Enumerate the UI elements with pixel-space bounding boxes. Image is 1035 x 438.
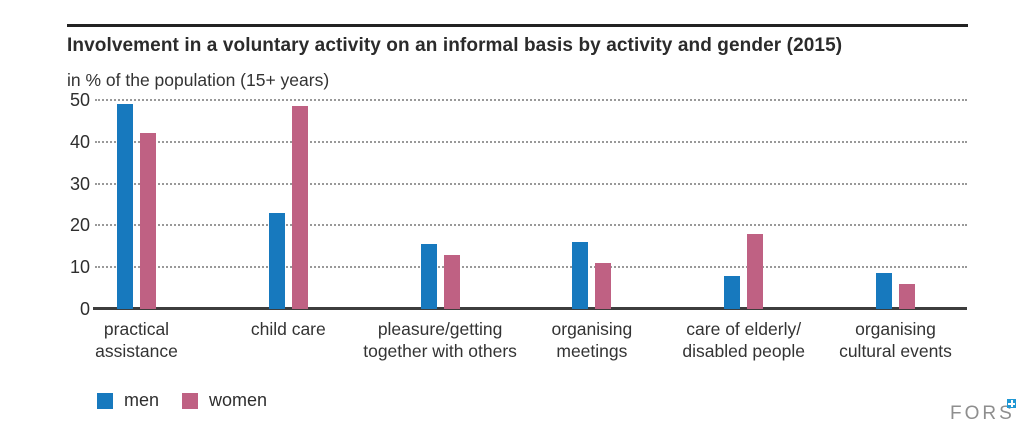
top-rule	[67, 24, 968, 27]
legend-label-men: men	[124, 390, 160, 410]
bar-women-4	[747, 233, 764, 309]
legend: men women	[97, 390, 267, 411]
bar-women-2	[443, 254, 460, 309]
bar-men-0	[117, 104, 133, 309]
fors-logo-text: FORS	[950, 403, 1015, 424]
chart-title: Involvement in a voluntary activity on a…	[67, 35, 843, 56]
y-tick-label-20: 20	[69, 215, 90, 236]
women-swatch-icon	[182, 392, 199, 409]
category-label-0: practical assistance	[95, 319, 178, 361]
category-label-3: organising meetings	[551, 319, 633, 361]
legend-label-women: women	[209, 390, 268, 410]
legend-item-men: men	[97, 390, 159, 411]
bar-men-4	[724, 275, 741, 309]
bar-women-3	[595, 263, 612, 309]
fors-logo-cross-icon	[1007, 399, 1016, 408]
bar-women-0	[140, 133, 156, 309]
fors-logo: FORS	[950, 399, 1020, 425]
y-tick-label-50: 50	[69, 90, 90, 110]
gridline-40	[95, 140, 967, 143]
chart-subtitle: in % of the population (15+ years)	[67, 70, 330, 90]
y-tick-label-30: 30	[69, 173, 90, 194]
x-axis-line	[93, 307, 967, 310]
y-tick-label-10: 10	[69, 257, 90, 278]
y-tick-label-0: 0	[79, 299, 90, 319]
y-tick-label-40: 40	[69, 131, 90, 152]
bar-men-1	[268, 212, 285, 309]
bar-men-2	[420, 244, 437, 309]
men-swatch-icon	[97, 392, 113, 409]
legend-item-women: women	[182, 390, 267, 411]
gridline-50	[95, 99, 967, 101]
category-label-1: child care	[250, 319, 326, 339]
bar-men-5	[876, 273, 892, 309]
gridline-20	[95, 224, 967, 227]
category-label-4: care of elderly/ disabled people	[682, 319, 805, 361]
bar-women-1	[291, 106, 308, 309]
category-label-2: pleasure/getting together with others	[363, 319, 517, 361]
bar-men-3	[572, 242, 589, 309]
bar-women-5	[899, 283, 915, 309]
gridline-10	[95, 266, 967, 269]
category-label-5: organising cultural events	[839, 319, 952, 361]
gridline-30	[95, 182, 967, 185]
